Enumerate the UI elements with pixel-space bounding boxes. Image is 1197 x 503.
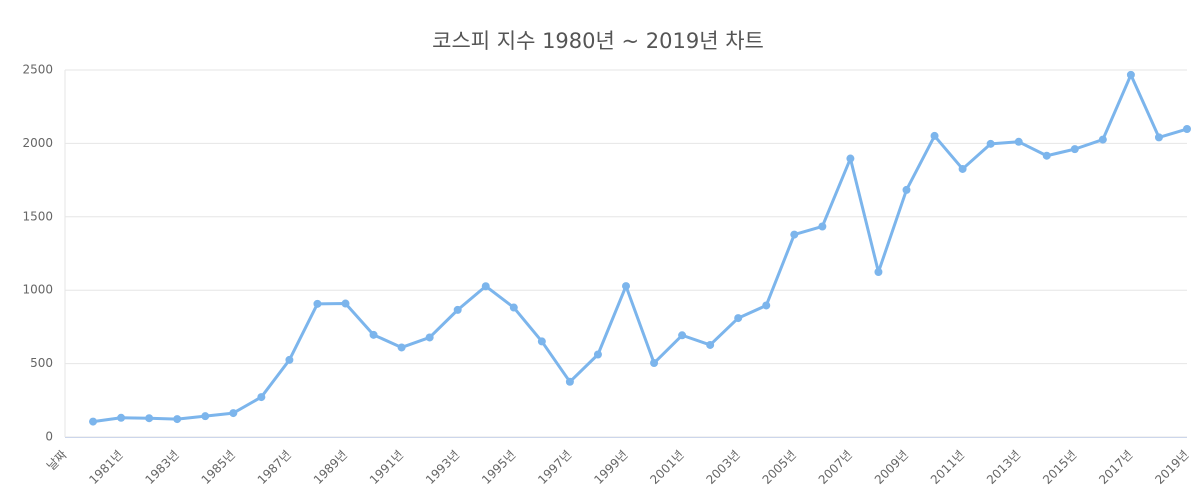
- point: [1183, 125, 1191, 134]
- point: [678, 331, 687, 340]
- point: [397, 343, 406, 352]
- point: [313, 299, 322, 308]
- y-tick-label: 2000: [22, 136, 53, 150]
- point: [958, 164, 967, 173]
- point: [1014, 137, 1023, 146]
- y-tick-label: 0: [45, 430, 53, 444]
- chart-title: 코스피 지수 1980년 ~ 2019년 차트: [432, 29, 764, 53]
- point: [285, 355, 294, 364]
- y-tick-label: 1500: [22, 209, 53, 223]
- x-tick-label: 2015년: [1040, 448, 1079, 487]
- point: [818, 222, 827, 231]
- point: [117, 413, 126, 422]
- point: [509, 303, 518, 312]
- x-tick-label: 2013년: [984, 448, 1023, 487]
- x-tick-label: 1983년: [142, 448, 181, 487]
- x-tick-label: 1999년: [591, 448, 630, 487]
- series-line: [92, 73, 1188, 424]
- x-tick-label: 1997년: [535, 448, 574, 487]
- point: [537, 337, 546, 346]
- point: [89, 417, 98, 426]
- point: [762, 301, 771, 310]
- point: [257, 393, 266, 402]
- point: [790, 230, 799, 239]
- point: [1042, 151, 1051, 160]
- x-tick-label: 2009년: [872, 448, 911, 487]
- point: [481, 282, 490, 291]
- point: [706, 340, 715, 349]
- y-tick-label: 2500: [22, 63, 53, 77]
- point: [173, 415, 182, 424]
- point: [1098, 135, 1107, 144]
- point: [593, 350, 602, 359]
- x-tick-label: 2003년: [703, 448, 742, 487]
- x-tick-label: 2001년: [647, 448, 686, 487]
- x-tick-label: 1991년: [367, 448, 406, 487]
- x-tick-label: 날짜: [44, 448, 70, 474]
- x-tick-label: 1987년: [255, 448, 294, 487]
- x-tick-label: 1981년: [86, 448, 125, 487]
- point: [425, 333, 434, 342]
- point: [622, 282, 630, 291]
- y-tick-label: 1000: [22, 283, 53, 297]
- x-tick-label: 2007년: [816, 448, 855, 487]
- x-tick-label: 2011년: [928, 448, 967, 487]
- point: [650, 359, 659, 368]
- x-tick-label: 1985년: [199, 448, 238, 487]
- x-tick-label: 2005년: [760, 448, 799, 487]
- point: [369, 330, 378, 339]
- point: [1070, 145, 1079, 154]
- point: [229, 409, 238, 418]
- point: [1154, 133, 1163, 142]
- x-tick-label: 1995년: [479, 448, 518, 487]
- point: [846, 154, 855, 163]
- x-tick-label: 1989년: [311, 448, 350, 487]
- point: [874, 267, 883, 276]
- x-tick-label: 2017년: [1096, 448, 1135, 487]
- point: [453, 305, 462, 314]
- point: [734, 314, 743, 323]
- point: [986, 139, 995, 148]
- point: [565, 377, 574, 386]
- x-tick-label: 2019년: [1152, 448, 1191, 487]
- y-tick-label: 500: [30, 356, 53, 370]
- point: [930, 131, 939, 140]
- point: [201, 412, 210, 421]
- point: [145, 414, 154, 423]
- x-tick-label: 1993년: [423, 448, 462, 487]
- point: [902, 185, 911, 194]
- point: [1126, 70, 1135, 79]
- point: [341, 299, 350, 308]
